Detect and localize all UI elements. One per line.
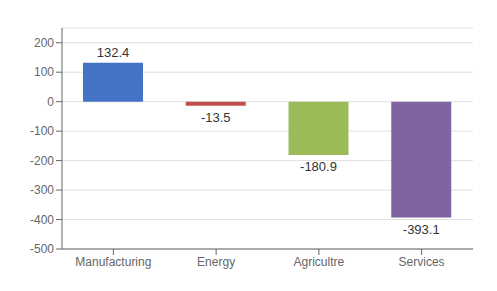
svg-text:Energy: Energy [197,255,235,269]
svg-text:Manufacturing: Manufacturing [75,255,151,269]
svg-text:200: 200 [34,36,54,50]
svg-text:132.4: 132.4 [97,45,130,60]
svg-text:-100: -100 [30,124,54,138]
svg-text:-13.5: -13.5 [201,110,231,125]
svg-text:-200: -200 [30,154,54,168]
svg-text:Services: Services [399,255,445,269]
svg-text:-300: -300 [30,183,54,197]
svg-text:0: 0 [47,95,54,109]
svg-text:-400: -400 [30,213,54,227]
svg-text:-180.9: -180.9 [300,159,337,174]
svg-text:-500: -500 [30,242,54,256]
svg-text:Agricultre: Agricultre [294,255,345,269]
svg-text:-393.1: -393.1 [403,222,440,237]
svg-text:100: 100 [34,65,54,79]
